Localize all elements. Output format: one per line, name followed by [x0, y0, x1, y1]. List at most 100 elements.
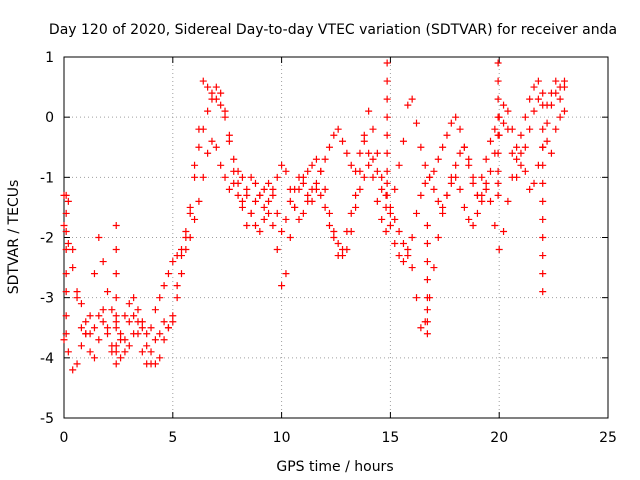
data-point — [360, 137, 368, 145]
data-point — [365, 161, 373, 169]
data-point — [273, 173, 281, 181]
data-point — [423, 240, 431, 248]
data-point — [423, 276, 431, 284]
data-point — [395, 227, 403, 235]
data-point — [539, 89, 547, 97]
data-point — [369, 173, 377, 181]
data-point — [304, 167, 312, 175]
data-point — [343, 246, 351, 254]
data-point — [339, 252, 347, 260]
data-point — [526, 95, 534, 103]
data-point — [282, 167, 290, 175]
data-point — [369, 125, 377, 133]
data-point — [395, 252, 403, 260]
data-point — [321, 203, 329, 211]
data-point — [486, 197, 494, 205]
data-point — [256, 191, 264, 199]
data-point — [247, 209, 255, 217]
data-point — [191, 173, 199, 181]
data-point — [160, 318, 168, 326]
data-point — [121, 348, 129, 356]
data-point — [64, 348, 72, 356]
data-point — [291, 203, 299, 211]
data-point — [478, 173, 486, 181]
data-point — [504, 197, 512, 205]
data-point — [539, 288, 547, 296]
data-point — [334, 125, 342, 133]
data-point — [556, 83, 564, 91]
data-point — [399, 137, 407, 145]
data-point — [112, 312, 120, 320]
data-point — [413, 119, 421, 127]
data-point — [138, 324, 146, 332]
data-point — [482, 185, 490, 193]
data-point — [352, 167, 360, 175]
data-point — [108, 348, 116, 356]
data-point — [204, 149, 212, 157]
data-point — [221, 113, 229, 121]
data-point — [62, 330, 70, 338]
data-point — [95, 336, 103, 344]
data-point — [339, 137, 347, 145]
data-point — [308, 161, 316, 169]
data-point — [408, 95, 416, 103]
data-point — [156, 330, 164, 338]
data-point — [62, 270, 70, 278]
data-point — [308, 197, 316, 205]
data-point — [225, 185, 233, 193]
data-point — [423, 258, 431, 266]
data-point — [234, 191, 242, 199]
data-point — [447, 119, 455, 127]
data-point — [452, 161, 460, 169]
data-point — [539, 197, 547, 205]
data-point — [251, 221, 259, 229]
data-point — [164, 324, 172, 332]
data-point — [530, 179, 538, 187]
data-point — [99, 258, 107, 266]
data-point — [334, 240, 342, 248]
data-point — [423, 330, 431, 338]
data-point — [486, 167, 494, 175]
data-point — [273, 209, 281, 217]
data-point — [317, 191, 325, 199]
data-point — [60, 336, 68, 344]
data-point — [534, 95, 542, 103]
data-point — [356, 149, 364, 157]
data-point — [138, 348, 146, 356]
data-point — [221, 173, 229, 181]
data-point — [278, 161, 286, 169]
data-point — [517, 131, 525, 139]
data-point — [494, 149, 502, 157]
data-point — [383, 179, 391, 187]
x-tick-label: 20 — [490, 430, 508, 446]
data-point — [456, 185, 464, 193]
data-point — [62, 209, 70, 217]
data-point — [191, 215, 199, 223]
data-point — [212, 83, 220, 91]
data-point — [62, 246, 70, 254]
data-point — [62, 312, 70, 320]
data-point — [421, 161, 429, 169]
data-point — [382, 203, 390, 211]
data-point — [404, 101, 412, 109]
data-point — [360, 173, 368, 181]
data-point — [408, 264, 416, 272]
data-point — [278, 227, 286, 235]
data-point — [125, 342, 133, 350]
data-point — [173, 282, 181, 290]
data-point — [64, 197, 72, 205]
data-point — [178, 270, 186, 278]
data-point — [439, 203, 447, 211]
data-point — [521, 143, 529, 151]
data-point — [486, 137, 494, 145]
data-point — [299, 179, 307, 187]
data-point — [391, 215, 399, 223]
data-point — [383, 59, 391, 67]
data-point — [117, 336, 125, 344]
data-point — [90, 270, 98, 278]
data-point — [112, 360, 120, 368]
data-point — [500, 227, 508, 235]
data-point — [169, 318, 177, 326]
data-point — [112, 318, 120, 326]
data-point — [399, 240, 407, 248]
